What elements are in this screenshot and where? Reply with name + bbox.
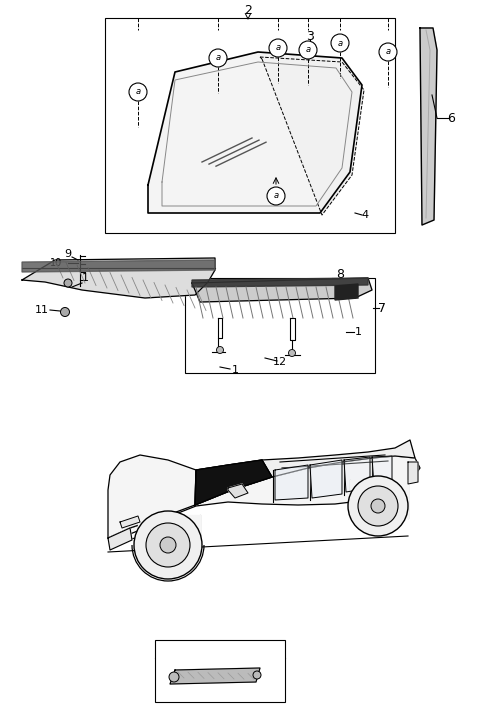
- Polygon shape: [195, 460, 272, 505]
- Text: 3: 3: [306, 29, 314, 42]
- Polygon shape: [192, 278, 368, 287]
- Text: a: a: [274, 191, 278, 200]
- Polygon shape: [195, 440, 415, 505]
- Text: 7: 7: [378, 301, 386, 314]
- Polygon shape: [420, 28, 437, 225]
- Text: a: a: [276, 44, 281, 52]
- Polygon shape: [408, 462, 418, 484]
- Circle shape: [134, 511, 202, 579]
- Polygon shape: [22, 258, 215, 298]
- Circle shape: [209, 49, 227, 67]
- Polygon shape: [310, 460, 342, 498]
- Polygon shape: [335, 284, 358, 300]
- Bar: [185, 278, 375, 373]
- Bar: [155, 640, 285, 702]
- Bar: [105, 18, 395, 233]
- Text: 12: 12: [273, 357, 287, 367]
- Text: a: a: [135, 87, 141, 97]
- Polygon shape: [170, 668, 260, 684]
- Circle shape: [288, 349, 296, 357]
- Text: 9: 9: [64, 249, 72, 259]
- Polygon shape: [148, 52, 362, 213]
- Circle shape: [129, 83, 147, 101]
- Polygon shape: [372, 456, 392, 486]
- Circle shape: [146, 523, 190, 567]
- Circle shape: [216, 347, 224, 354]
- Polygon shape: [192, 278, 372, 302]
- Text: a: a: [385, 47, 391, 57]
- Text: 10: 10: [50, 258, 62, 268]
- Polygon shape: [260, 57, 364, 215]
- Circle shape: [331, 34, 349, 52]
- Text: 5: 5: [216, 644, 224, 657]
- Text: a: a: [175, 646, 180, 654]
- Text: a: a: [337, 39, 343, 47]
- Circle shape: [169, 672, 179, 682]
- Text: 6: 6: [447, 112, 455, 125]
- Text: 1: 1: [231, 365, 239, 375]
- Circle shape: [379, 43, 397, 61]
- Polygon shape: [22, 260, 215, 272]
- Polygon shape: [120, 516, 140, 528]
- Circle shape: [253, 671, 261, 679]
- Circle shape: [64, 279, 72, 287]
- Circle shape: [348, 476, 408, 536]
- Text: a: a: [305, 46, 311, 54]
- Circle shape: [267, 187, 285, 205]
- Text: 11: 11: [35, 305, 49, 315]
- Polygon shape: [108, 528, 132, 550]
- Polygon shape: [344, 457, 370, 492]
- Text: 2: 2: [244, 4, 252, 16]
- Circle shape: [169, 641, 187, 659]
- Circle shape: [358, 486, 398, 526]
- Polygon shape: [108, 455, 196, 538]
- Polygon shape: [228, 484, 248, 498]
- Text: 8: 8: [336, 268, 344, 281]
- Circle shape: [269, 39, 287, 57]
- Text: 1: 1: [355, 327, 361, 337]
- Circle shape: [299, 41, 317, 59]
- Polygon shape: [275, 465, 308, 500]
- Circle shape: [371, 499, 385, 513]
- Circle shape: [60, 307, 70, 316]
- Text: 1: 1: [82, 273, 88, 283]
- Text: 4: 4: [361, 210, 369, 220]
- Circle shape: [160, 537, 176, 553]
- Polygon shape: [108, 456, 420, 542]
- Text: a: a: [216, 54, 221, 62]
